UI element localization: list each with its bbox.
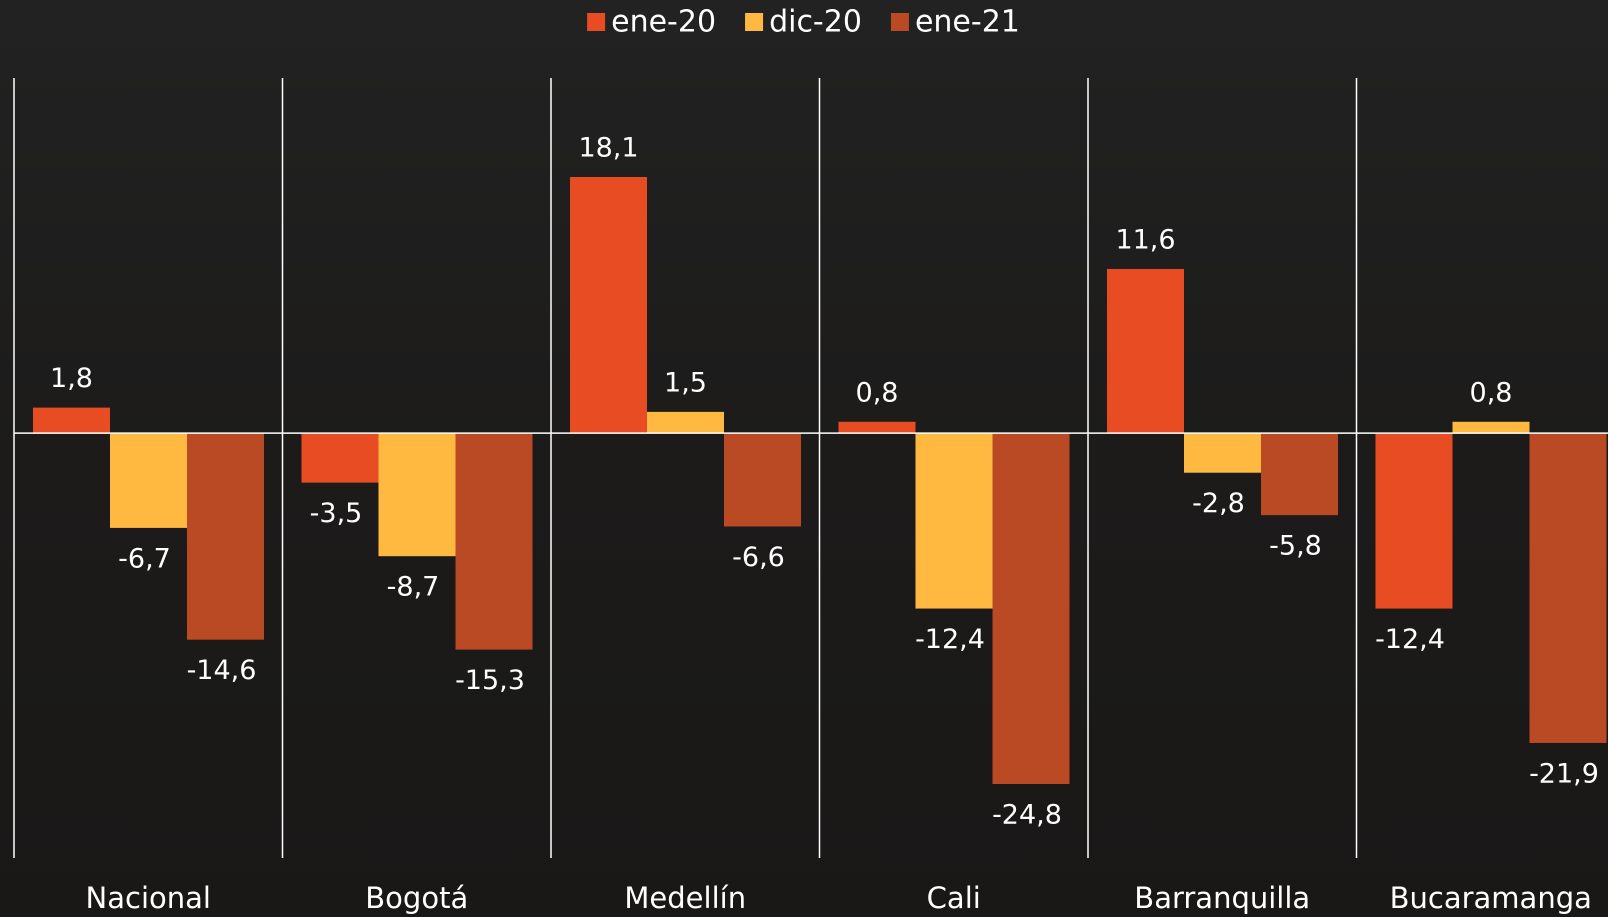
- bar: [724, 433, 801, 527]
- bar: [570, 177, 647, 434]
- value-label: -8,7: [387, 572, 440, 603]
- x-tick-label: Bucaramanga: [1390, 881, 1592, 915]
- legend-label: ene-20: [611, 5, 716, 40]
- bar: [187, 433, 264, 640]
- value-label: -15,3: [455, 665, 525, 696]
- bar: [1529, 433, 1607, 743]
- value-label: -6,7: [118, 543, 171, 574]
- x-tick-label: Cali: [927, 881, 981, 915]
- bar: [378, 433, 456, 557]
- x-tick-label: Medellín: [624, 881, 746, 915]
- legend-swatch: [890, 13, 909, 31]
- legend-label: dic-20: [769, 5, 862, 40]
- x-tick-label: Nacional: [86, 881, 211, 915]
- bar: [838, 421, 916, 434]
- value-label: -12,4: [915, 624, 985, 655]
- legend-swatch: [745, 13, 764, 31]
- bar: [992, 433, 1070, 784]
- bar: [1375, 433, 1453, 609]
- bar: [1452, 421, 1530, 434]
- value-label: -12,4: [1375, 624, 1445, 655]
- legend-label: ene-21: [915, 5, 1020, 40]
- value-label: -14,6: [187, 655, 257, 686]
- bar: [110, 433, 187, 528]
- value-label: -6,6: [732, 542, 785, 573]
- value-label: -2,8: [1192, 488, 1245, 519]
- value-label: -21,9: [1529, 758, 1599, 789]
- bar: [1261, 433, 1338, 516]
- bar: [915, 433, 993, 609]
- value-label: 0,8: [856, 377, 899, 408]
- value-label: -24,8: [992, 800, 1062, 831]
- value-label: 18,1: [578, 133, 638, 164]
- value-label: -3,5: [310, 498, 363, 529]
- value-label: 1,5: [664, 367, 707, 398]
- value-label: -5,8: [1269, 531, 1322, 562]
- value-label: 11,6: [1115, 224, 1175, 255]
- bar: [455, 433, 533, 650]
- x-tick-label: Barranquilla: [1134, 881, 1310, 915]
- bar: [33, 407, 110, 434]
- bar: [301, 433, 379, 483]
- bar: [647, 411, 724, 434]
- value-label: 1,8: [50, 363, 93, 394]
- value-label: 0,8: [1470, 377, 1513, 408]
- x-tick-label: Bogotá: [365, 881, 468, 915]
- bar: [1107, 268, 1184, 434]
- legend-swatch: [587, 13, 606, 31]
- bar: [1184, 433, 1261, 473]
